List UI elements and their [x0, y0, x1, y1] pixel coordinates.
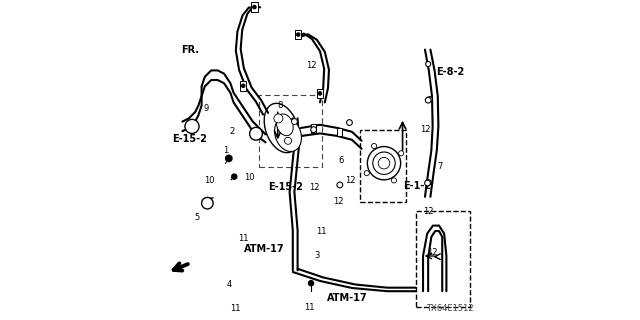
- Circle shape: [297, 33, 300, 36]
- Ellipse shape: [276, 114, 293, 136]
- Bar: [317, 89, 323, 98]
- Circle shape: [391, 178, 397, 183]
- Circle shape: [311, 127, 317, 132]
- Ellipse shape: [275, 117, 301, 151]
- Circle shape: [185, 119, 199, 133]
- Circle shape: [226, 155, 232, 162]
- Text: E-8-2: E-8-2: [436, 67, 464, 77]
- Text: E-15-2: E-15-2: [172, 134, 207, 144]
- Text: 4: 4: [226, 280, 232, 289]
- Circle shape: [425, 180, 431, 186]
- Text: ATM-17: ATM-17: [244, 244, 284, 254]
- Bar: [337, 128, 342, 136]
- Text: 2: 2: [229, 127, 235, 136]
- Text: 8: 8: [277, 101, 283, 110]
- Circle shape: [425, 97, 431, 103]
- Circle shape: [371, 143, 376, 148]
- Circle shape: [367, 147, 401, 180]
- FancyBboxPatch shape: [360, 130, 406, 202]
- Circle shape: [347, 120, 352, 125]
- Bar: [295, 30, 301, 39]
- Circle shape: [337, 182, 343, 188]
- Text: TX64E1512: TX64E1512: [426, 304, 474, 313]
- Text: 10: 10: [204, 176, 215, 185]
- Text: FR.: FR.: [182, 44, 200, 55]
- Circle shape: [319, 92, 322, 95]
- Text: 7: 7: [437, 162, 443, 171]
- Text: 12: 12: [309, 183, 320, 192]
- Circle shape: [364, 171, 369, 176]
- Text: 12: 12: [420, 125, 430, 134]
- Ellipse shape: [264, 103, 299, 153]
- Text: E-15-2: E-15-2: [268, 182, 303, 192]
- Circle shape: [426, 61, 431, 67]
- Text: ATM-17: ATM-17: [327, 293, 367, 303]
- Circle shape: [399, 151, 404, 156]
- Bar: [311, 124, 316, 133]
- Circle shape: [232, 174, 237, 179]
- Text: 11: 11: [239, 234, 249, 243]
- Text: 12: 12: [423, 207, 433, 216]
- Text: 3: 3: [314, 252, 319, 260]
- Circle shape: [285, 137, 292, 144]
- Circle shape: [372, 152, 396, 174]
- Circle shape: [202, 197, 213, 209]
- Text: 10: 10: [244, 173, 254, 182]
- Circle shape: [242, 84, 244, 87]
- Text: 12: 12: [333, 197, 344, 206]
- Text: E-1-2: E-1-2: [403, 181, 431, 191]
- Text: 5: 5: [194, 213, 200, 222]
- Text: 11: 11: [316, 228, 327, 236]
- Text: 11: 11: [305, 303, 315, 312]
- Circle shape: [292, 119, 297, 124]
- Text: 9: 9: [204, 104, 209, 113]
- Bar: [251, 2, 258, 12]
- Circle shape: [428, 97, 433, 102]
- Text: 12: 12: [427, 248, 437, 257]
- Text: 6: 6: [338, 156, 344, 164]
- Text: 12: 12: [306, 61, 317, 70]
- Circle shape: [308, 281, 314, 286]
- Text: 11: 11: [230, 304, 241, 313]
- Text: 1: 1: [223, 146, 228, 155]
- Circle shape: [274, 114, 283, 123]
- FancyBboxPatch shape: [416, 211, 470, 307]
- Text: 12: 12: [345, 176, 356, 185]
- Circle shape: [250, 127, 262, 140]
- Bar: [240, 81, 246, 91]
- Circle shape: [378, 157, 390, 169]
- Circle shape: [253, 5, 256, 9]
- Circle shape: [426, 180, 431, 185]
